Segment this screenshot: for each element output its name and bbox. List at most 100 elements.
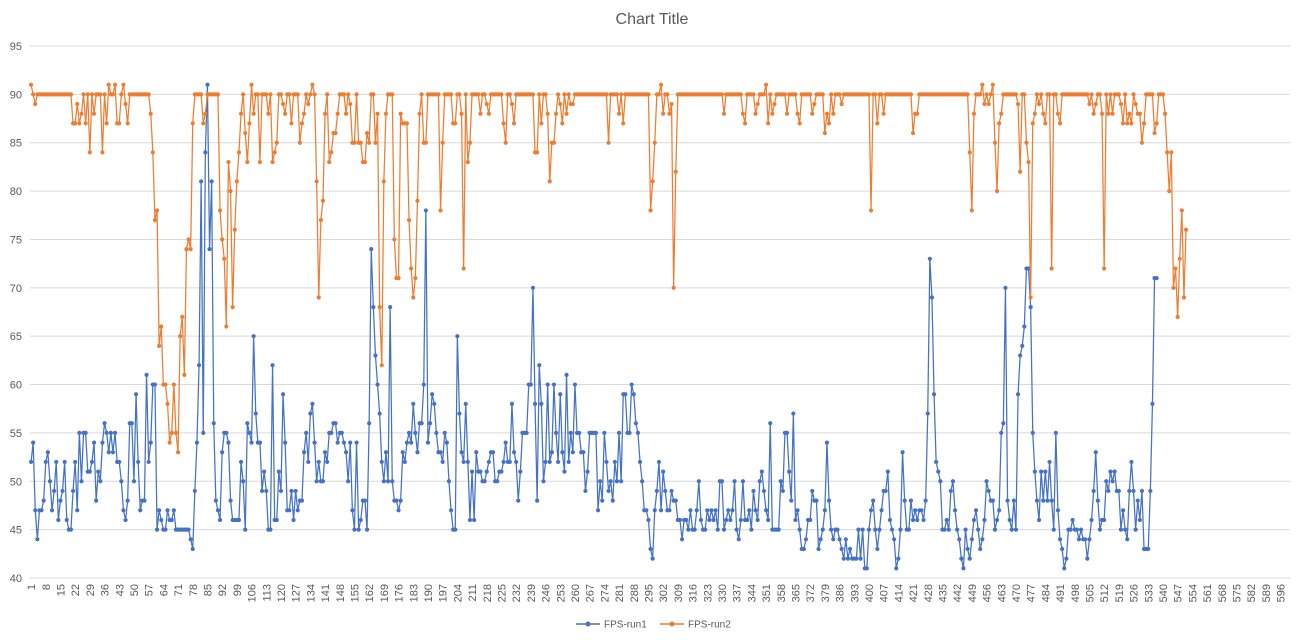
data-point bbox=[188, 537, 193, 542]
data-point bbox=[165, 401, 170, 406]
data-point bbox=[325, 92, 330, 97]
data-point bbox=[278, 92, 284, 97]
data-point bbox=[249, 440, 254, 445]
data-point bbox=[446, 479, 452, 484]
data-point bbox=[249, 82, 254, 87]
y-tick-label: 75 bbox=[10, 234, 22, 246]
data-point bbox=[1127, 488, 1132, 494]
data-point bbox=[228, 498, 233, 503]
data-point bbox=[1028, 305, 1033, 310]
data-point bbox=[988, 92, 993, 97]
data-point bbox=[1110, 479, 1115, 484]
data-point bbox=[969, 537, 974, 542]
data-point bbox=[373, 140, 378, 145]
data-point bbox=[673, 169, 678, 174]
data-point bbox=[518, 469, 523, 474]
data-point bbox=[604, 92, 609, 97]
data-point bbox=[1020, 343, 1025, 348]
data-point bbox=[1162, 111, 1168, 116]
data-point bbox=[671, 285, 676, 290]
data-point bbox=[761, 92, 767, 97]
y-tick-label: 40 bbox=[10, 573, 22, 585]
data-point bbox=[301, 450, 307, 455]
data-point bbox=[770, 111, 775, 116]
data-point bbox=[1139, 488, 1145, 494]
data-point bbox=[243, 130, 248, 136]
data-point bbox=[406, 430, 412, 436]
data-point bbox=[371, 305, 376, 310]
data-point bbox=[217, 208, 223, 213]
data-point bbox=[684, 517, 689, 523]
data-point bbox=[238, 459, 244, 465]
data-point bbox=[123, 101, 128, 107]
data-point bbox=[100, 150, 105, 155]
data-point bbox=[287, 508, 292, 513]
data-point bbox=[978, 92, 983, 97]
data-point bbox=[236, 150, 242, 155]
data-point bbox=[858, 556, 863, 561]
data-point bbox=[1024, 140, 1029, 145]
data-point bbox=[312, 92, 317, 97]
data-point bbox=[58, 498, 63, 503]
data-point bbox=[316, 295, 321, 300]
data-point bbox=[780, 488, 785, 494]
data-point bbox=[1041, 498, 1046, 503]
data-point bbox=[209, 179, 214, 184]
data-point bbox=[100, 440, 105, 445]
data-point bbox=[85, 92, 90, 97]
data-point bbox=[478, 469, 483, 474]
chart-title: Chart Title bbox=[616, 11, 689, 28]
data-point bbox=[1051, 527, 1056, 532]
data-point bbox=[984, 479, 989, 484]
data-point bbox=[280, 392, 286, 397]
data-point bbox=[1083, 537, 1088, 542]
data-point bbox=[864, 566, 869, 571]
data-point bbox=[31, 92, 36, 97]
data-point bbox=[343, 450, 349, 455]
data-point bbox=[396, 276, 401, 281]
data-point bbox=[1039, 469, 1044, 474]
data-point bbox=[325, 459, 330, 465]
x-tick-label: 57 bbox=[144, 584, 156, 596]
data-point bbox=[270, 159, 275, 165]
x-tick-label: 176 bbox=[394, 584, 406, 602]
data-point bbox=[442, 430, 447, 436]
data-point bbox=[148, 440, 153, 445]
x-tick-label: 519 bbox=[1114, 584, 1126, 602]
data-point bbox=[558, 101, 563, 107]
series-line bbox=[30, 84, 1157, 569]
data-point bbox=[28, 82, 34, 87]
data-point bbox=[871, 498, 876, 503]
data-point bbox=[703, 527, 708, 532]
x-tick-label: 85 bbox=[202, 584, 214, 596]
data-point bbox=[1095, 498, 1100, 503]
data-point bbox=[843, 537, 848, 542]
data-point bbox=[64, 517, 69, 523]
data-point bbox=[1007, 517, 1012, 523]
data-point bbox=[484, 101, 489, 107]
x-tick-label: 400 bbox=[864, 584, 876, 602]
data-point bbox=[766, 517, 771, 523]
x-tick-label: 372 bbox=[805, 584, 817, 602]
y-tick-label: 45 bbox=[10, 525, 22, 537]
data-point bbox=[333, 421, 338, 426]
data-point bbox=[539, 121, 544, 126]
data-point bbox=[763, 508, 769, 513]
x-tick-label: 134 bbox=[305, 584, 317, 602]
data-point bbox=[692, 527, 697, 532]
data-point bbox=[47, 479, 53, 484]
data-point bbox=[902, 498, 907, 503]
x-tick-label: 323 bbox=[702, 584, 714, 602]
data-point bbox=[440, 140, 445, 145]
data-point bbox=[558, 392, 563, 397]
data-point bbox=[1078, 527, 1084, 532]
x-tick-label: 456 bbox=[982, 584, 994, 602]
data-point bbox=[1091, 488, 1096, 494]
data-point bbox=[119, 92, 124, 97]
data-point bbox=[1030, 430, 1035, 436]
data-point bbox=[577, 430, 582, 436]
data-point bbox=[1112, 469, 1117, 474]
data-point bbox=[837, 92, 842, 97]
x-tick-label: 169 bbox=[379, 584, 391, 602]
data-point bbox=[297, 140, 302, 145]
